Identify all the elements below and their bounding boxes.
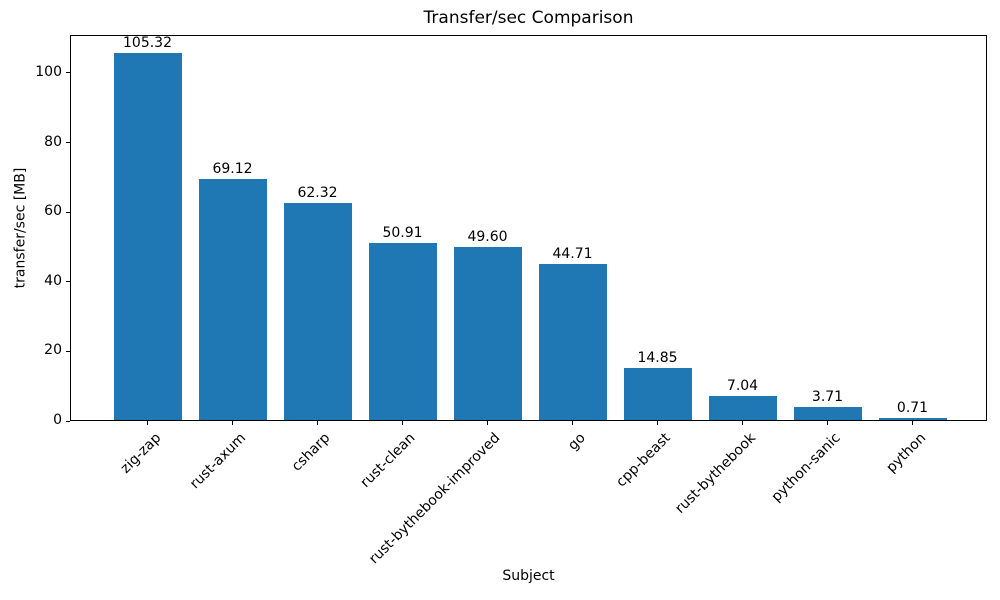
- bar-rust-bythebook-improved: [453, 247, 522, 420]
- bar-value-label: 14.85: [637, 350, 678, 367]
- x-tick-label-csharp: csharp: [289, 430, 334, 475]
- bar-go: [538, 264, 607, 420]
- bar-value-label: 7.04: [726, 377, 759, 394]
- bar-csharp: [283, 203, 352, 420]
- x-tick-label-cpp-beast: cpp-beast: [613, 430, 674, 491]
- y-tick-mark: [66, 350, 70, 352]
- x-tick-mark: [571, 421, 573, 425]
- x-tick-label-rust-axum: rust-axum: [186, 430, 249, 493]
- x-tick-mark: [401, 421, 403, 425]
- x-tick-label-python-sanic: python-sanic: [768, 430, 844, 506]
- bar-cpp-beast: [623, 368, 692, 420]
- bar-value-label: 3.71: [811, 389, 844, 406]
- x-tick-mark: [486, 421, 488, 425]
- bar-rust-bythebook: [708, 395, 777, 420]
- y-tick-label: 40: [44, 272, 62, 289]
- bar-python-sanic: [793, 407, 862, 420]
- x-tick-mark: [231, 421, 233, 425]
- x-tick-mark: [826, 421, 828, 425]
- x-axis-label: Subject: [502, 568, 555, 584]
- x-tick-mark: [741, 421, 743, 425]
- bar-value-label: 105.32: [123, 35, 172, 52]
- bar-value-label: 69.12: [212, 161, 253, 178]
- bar-rust-axum: [198, 179, 267, 420]
- bar-value-label: 44.71: [552, 246, 593, 263]
- x-tick-label-rust-bythebook: rust-bythebook: [672, 430, 759, 517]
- x-tick-mark: [316, 421, 318, 425]
- y-tick-mark: [66, 211, 70, 213]
- y-tick-label: 80: [44, 133, 62, 150]
- y-tick-label: 60: [44, 203, 62, 220]
- x-tick-label-rust-clean: rust-clean: [357, 430, 419, 491]
- chart-title: Transfer/sec Comparison: [423, 8, 634, 28]
- y-tick-mark: [66, 72, 70, 74]
- y-tick-mark: [66, 142, 70, 144]
- y-tick-label: 0: [53, 412, 62, 428]
- bar-value-label: 0.71: [896, 399, 929, 416]
- x-tick-label-go: go: [565, 430, 589, 454]
- x-tick-mark: [656, 421, 658, 425]
- plot-area: 105.32 69.12 62.32 50.91 49.60 44.71 14.85 7.04…: [70, 35, 987, 421]
- y-axis-label: transfer/sec [MB]: [12, 167, 29, 289]
- x-tick-label-python: python: [882, 430, 929, 476]
- bar-value-label: 50.91: [382, 224, 423, 241]
- bar-value-label: 49.60: [467, 229, 508, 246]
- bar-value-label: 62.32: [297, 185, 338, 202]
- y-tick-label: 20: [44, 342, 62, 359]
- bar-rust-clean: [368, 242, 437, 420]
- y-tick-label: 100: [35, 63, 62, 80]
- x-tick-mark: [146, 421, 148, 425]
- y-tick-mark: [66, 420, 70, 422]
- x-tick-mark: [911, 421, 913, 425]
- x-tick-label-zig-zap: zig-zap: [117, 430, 164, 477]
- bar-zig-zap: [113, 53, 182, 420]
- bar-python: [878, 417, 947, 420]
- y-tick-mark: [66, 281, 70, 283]
